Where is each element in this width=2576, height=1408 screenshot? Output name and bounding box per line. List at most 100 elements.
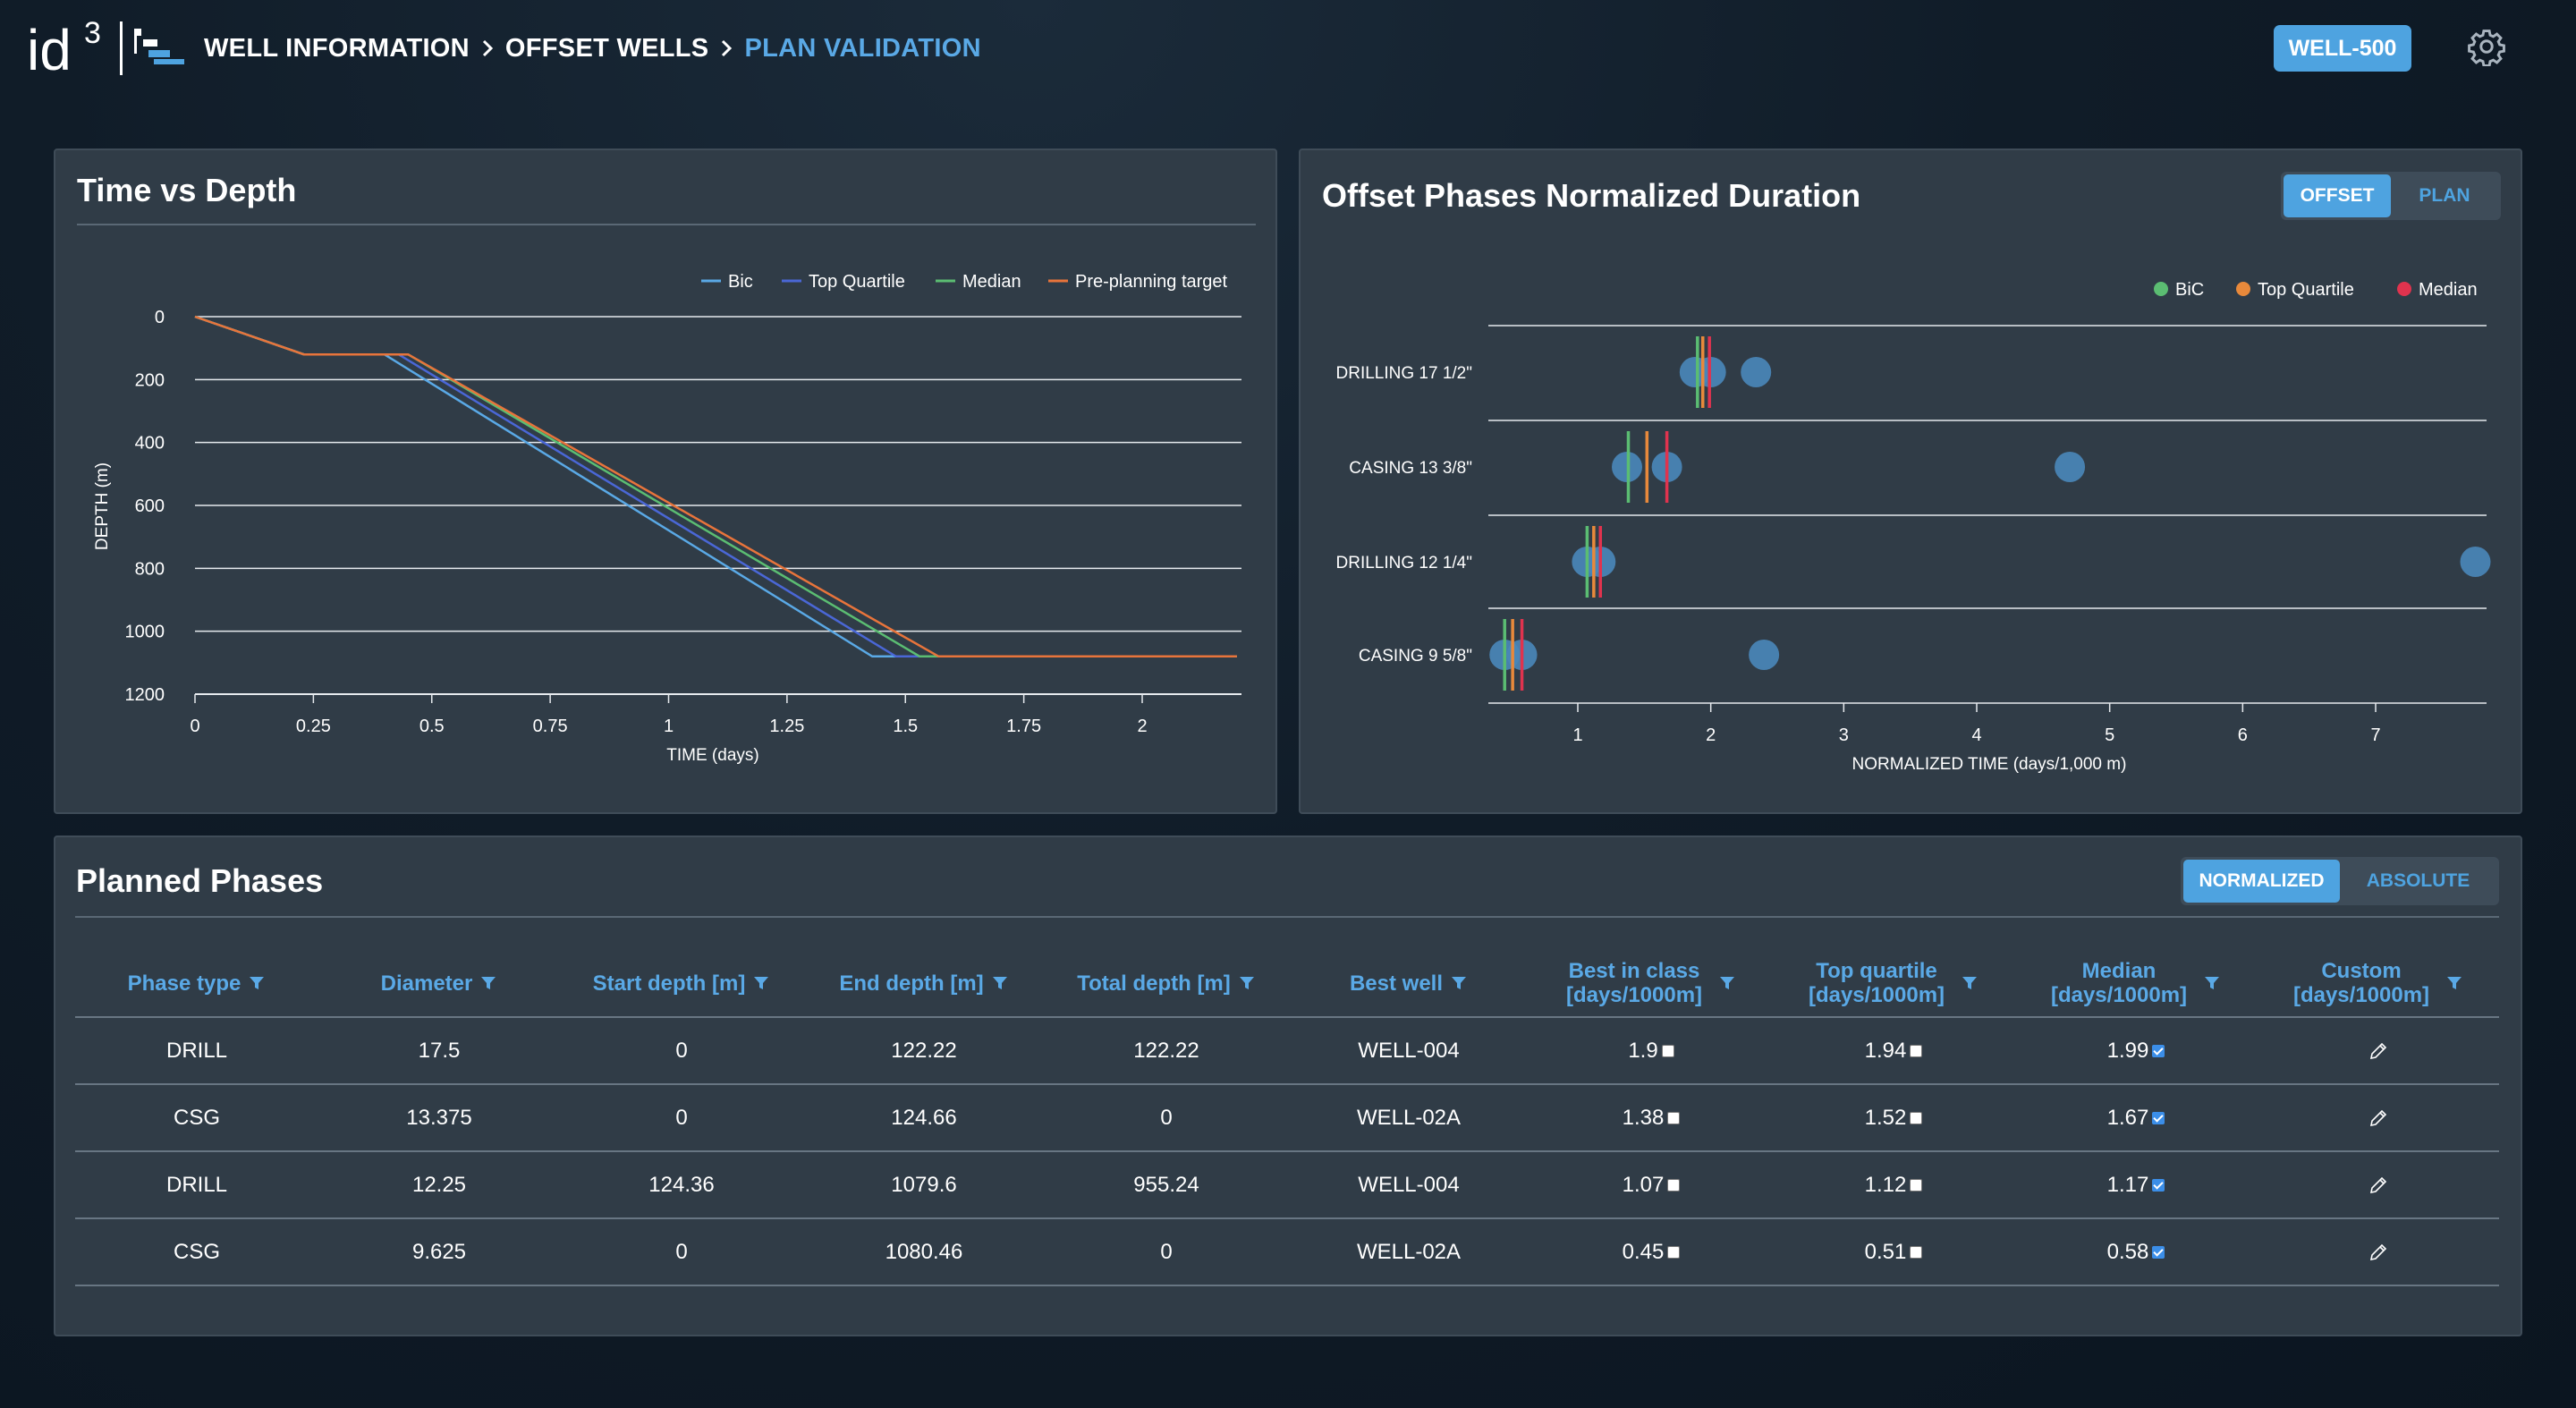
data-point[interactable] [1741, 357, 1772, 387]
category-label: CASING 9 5/8" [1359, 647, 1472, 666]
data-point[interactable] [2055, 452, 2086, 482]
top-quartile-cell: 1.94 [1773, 1017, 2014, 1085]
select-checkbox[interactable] [1667, 1179, 1681, 1192]
value: 1.38 [1622, 1105, 1665, 1130]
column-header[interactable]: Best in class [days/1000m] [1530, 950, 1773, 1018]
category-label: DRILLING 17 1/2" [1336, 364, 1472, 383]
start-depth-cell: 0 [560, 1218, 803, 1286]
y-axis-label: DEPTH (m) [93, 462, 112, 550]
pencil-icon[interactable] [2368, 1175, 2389, 1196]
toggle-normalized[interactable]: NORMALIZED [2183, 860, 2340, 903]
select-checkbox[interactable] [1910, 1045, 1923, 1058]
chevron-right-icon [708, 35, 744, 62]
x-tick-label: 1 [664, 717, 674, 736]
filter-icon[interactable] [991, 974, 1009, 992]
column-header[interactable]: Start depth [m] [560, 950, 803, 1018]
pencil-icon[interactable] [2368, 1242, 2389, 1263]
table-row[interactable]: DRILL 12.25 124.36 1079.6 955.24 WELL-004 1.07… [75, 1151, 2499, 1219]
column-header[interactable]: Diameter [318, 950, 560, 1018]
x-tick-label: 0.5 [419, 717, 445, 736]
legend-item[interactable]: Median [2397, 280, 2478, 300]
menu-stack-icon[interactable] [134, 27, 186, 66]
column-header[interactable]: Phase type [75, 950, 318, 1018]
best-well-cell: WELL-02A [1288, 1084, 1530, 1152]
column-label: Best well [1349, 971, 1444, 996]
legend-swatch [2236, 282, 2250, 296]
app-header: id 3 WELL INFORMATION OFFSET WELLS PLAN … [0, 0, 2576, 98]
table-row[interactable]: CSG 9.625 0 1080.46 0 WELL-02A 0.45 0.51 0.58 [75, 1218, 2499, 1286]
y-tick-label: 200 [135, 370, 165, 390]
end-depth-cell: 1079.6 [803, 1151, 1045, 1219]
value: 1.94 [1864, 1038, 1907, 1063]
select-checkbox[interactable] [2152, 1045, 2165, 1058]
data-point[interactable] [2460, 547, 2491, 577]
filter-icon[interactable] [1238, 974, 1256, 992]
select-checkbox[interactable] [1667, 1246, 1681, 1260]
toggle-offset[interactable]: OFFSET [2284, 174, 2391, 217]
pencil-icon[interactable] [2368, 1040, 2389, 1062]
y-tick-label: 800 [135, 559, 165, 579]
column-header[interactable]: Custom [days/1000m] [2258, 950, 2499, 1018]
filter-icon[interactable] [2203, 974, 2221, 992]
breadcrumb-plan-validation[interactable]: PLAN VALIDATION [744, 33, 981, 63]
filter-icon[interactable] [2445, 974, 2463, 992]
end-depth-cell: 122.22 [803, 1017, 1045, 1085]
total-depth-cell: 0 [1045, 1218, 1288, 1286]
column-header[interactable]: Top quartile [days/1000m] [1773, 950, 2014, 1018]
legend-swatch [2154, 282, 2168, 296]
select-checkbox[interactable] [2152, 1246, 2165, 1260]
filter-icon[interactable] [1961, 974, 1979, 992]
id3-logo[interactable]: id 3 [27, 16, 113, 77]
select-checkbox[interactable] [1667, 1112, 1681, 1125]
legend-item[interactable]: Median [936, 272, 1021, 292]
breadcrumb-offset-wells[interactable]: OFFSET WELLS [504, 33, 709, 63]
best-well-cell: WELL-02A [1288, 1218, 1530, 1286]
column-header[interactable]: Median [days/1000m] [2014, 950, 2258, 1018]
phase-type-cell: CSG [75, 1084, 318, 1152]
median-cell: 1.67 [2014, 1084, 2258, 1152]
select-checkbox[interactable] [2152, 1179, 2165, 1192]
legend-item[interactable]: Pre-planning target [1048, 272, 1228, 292]
pencil-icon[interactable] [2368, 1107, 2389, 1129]
column-header[interactable]: End depth [m] [803, 950, 1045, 1018]
toggle-plan[interactable]: PLAN [2419, 185, 2470, 206]
series-line [194, 315, 1237, 658]
filter-icon[interactable] [1718, 974, 1736, 992]
breadcrumb-well-information[interactable]: WELL INFORMATION [204, 33, 470, 63]
column-label: Best in class [1568, 959, 1700, 983]
well-selector-button[interactable]: WELL-500 [2274, 25, 2411, 72]
logo-text: id [27, 18, 72, 77]
column-unit: [days/1000m] [1565, 983, 1703, 1007]
gear-icon[interactable] [2467, 27, 2506, 66]
diameter-cell: 9.625 [318, 1218, 560, 1286]
select-checkbox[interactable] [1910, 1246, 1923, 1260]
select-checkbox[interactable] [1910, 1112, 1923, 1125]
legend-item[interactable]: Top Quartile [2236, 280, 2354, 300]
column-label: Custom [2321, 959, 2402, 983]
toggle-absolute[interactable]: ABSOLUTE [2366, 870, 2470, 891]
column-header[interactable]: Total depth [m] [1045, 950, 1288, 1018]
x-tick-label: 1 [1572, 725, 1582, 745]
top-quartile-cell: 0.51 [1773, 1218, 2014, 1286]
legend-item[interactable]: BiC [2154, 280, 2204, 300]
column-header[interactable]: Best well [1288, 950, 1530, 1018]
filter-icon[interactable] [752, 974, 770, 992]
filter-icon[interactable] [1450, 974, 1468, 992]
divider [77, 224, 1256, 225]
filter-icon[interactable] [479, 974, 497, 992]
select-checkbox[interactable] [2152, 1112, 2165, 1125]
filter-icon[interactable] [248, 974, 266, 992]
x-tick-label: 5 [2105, 725, 2114, 745]
select-checkbox[interactable] [1661, 1045, 1674, 1058]
value: 1.99 [2106, 1038, 2149, 1063]
x-tick-label: 0.25 [296, 717, 331, 736]
panel-title: Planned Phases [76, 862, 324, 899]
select-checkbox[interactable] [1910, 1179, 1923, 1192]
diameter-cell: 17.5 [318, 1017, 560, 1085]
table-body: DRILL 17.5 0 122.22 122.22 WELL-004 1.9 1.94 1.9… [75, 1017, 2499, 1286]
table-row[interactable]: DRILL 17.5 0 122.22 122.22 WELL-004 1.9 1.94 1.9… [75, 1017, 2499, 1085]
legend-item[interactable]: Bic [701, 272, 753, 292]
data-point[interactable] [1749, 640, 1780, 670]
table-row[interactable]: CSG 13.375 0 124.66 0 WELL-02A 1.38 1.52 1.67 [75, 1084, 2499, 1152]
legend-item[interactable]: Top Quartile [782, 272, 905, 292]
